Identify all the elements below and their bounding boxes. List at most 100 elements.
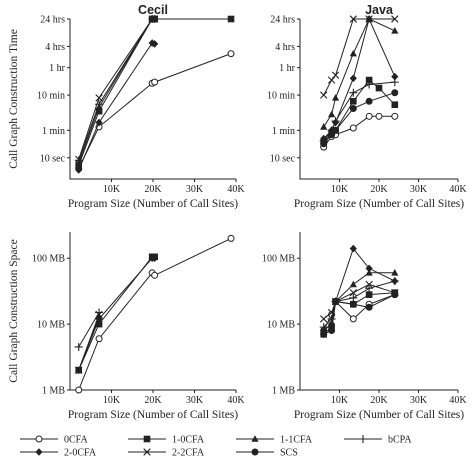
data-point: [349, 74, 357, 83]
y-tick-label: 1 MB: [42, 386, 65, 397]
series-1-0cfa: [75, 253, 158, 374]
y-tick-label: 10 sec: [40, 153, 66, 164]
data-point: [365, 291, 373, 298]
data-point: [375, 112, 383, 120]
x-tick-label: 30K: [186, 184, 204, 195]
series-1-1cfa: [75, 15, 159, 167]
x-tick-label: 30K: [410, 395, 428, 406]
series-2-2cfa: [75, 310, 103, 374]
legend-label: 0CFA: [64, 435, 88, 446]
data-point: [227, 50, 235, 58]
data-point: [151, 78, 159, 86]
data-point: [75, 155, 83, 164]
data-point: [320, 315, 328, 323]
legend-item-0cfa: 0CFA: [20, 435, 88, 446]
y-tick-label: 4 hrs: [45, 42, 65, 53]
x-axis-label: Program Size (Number of Call Sites): [68, 409, 238, 421]
legend-marker: [359, 435, 367, 443]
data-point: [320, 330, 328, 338]
y-tick-label: 1 MB: [272, 386, 295, 397]
data-point: [74, 342, 83, 351]
series-2-2cfa: [320, 280, 399, 323]
data-point: [331, 94, 340, 101]
series-2-0cfa: [75, 39, 159, 174]
chart-title: Cecil: [138, 3, 168, 17]
x-axis-label: Program Size (Number of Call Sites): [294, 409, 464, 421]
data-point: [365, 80, 374, 89]
legend-item-1-1cfa: 1-1CFA: [236, 435, 313, 446]
legend-label: bCPA: [388, 435, 412, 446]
data-point: [391, 291, 399, 299]
x-tick-label: 30K: [186, 395, 204, 406]
y-tick-label: 1 min: [42, 126, 65, 137]
data-point: [328, 131, 336, 139]
data-point: [365, 269, 373, 276]
data-point: [349, 293, 358, 302]
x-tick-label: 20K: [144, 395, 162, 406]
data-point: [391, 72, 399, 81]
data-point: [391, 101, 399, 109]
legend-label: 1-0CFA: [172, 435, 205, 446]
legend-marker: [251, 448, 259, 456]
data-point: [151, 271, 159, 279]
data-point: [375, 84, 383, 92]
axis-lines: [299, 19, 458, 180]
chart-panel-2: 10 sec 1 min 10 min 1 hr 4 hrs 24 hrs 10K 20K 30…: [267, 3, 467, 210]
chart-panel-4: 1 MB 10 MB 100 MB 10K 20K 30K 40K Program Size …: [262, 232, 467, 421]
data-point: [328, 326, 336, 334]
series-line: [323, 18, 396, 128]
data-point: [365, 112, 373, 120]
x-tick-label: 40K: [449, 395, 467, 406]
data-point: [391, 26, 399, 34]
data-point: [391, 112, 399, 120]
legend: 0CFA 1-0CFA 1-1CFA bCPA 2-0CFA 2-2CFA SCS: [20, 435, 412, 459]
data-point: [365, 264, 373, 273]
data-point: [95, 310, 103, 319]
data-point: [391, 89, 399, 97]
data-point: [349, 124, 357, 132]
data-point: [349, 315, 357, 323]
series-scs: [320, 291, 399, 338]
data-point: [349, 15, 358, 23]
data-point: [328, 126, 336, 135]
data-point: [349, 88, 358, 97]
legend-item-bcpa: bCPA: [344, 435, 412, 446]
data-point: [349, 104, 357, 112]
series-line: [323, 280, 395, 328]
x-tick-label: 20K: [144, 184, 162, 195]
y-tick-label: 10 min: [37, 91, 65, 102]
data-point: [227, 234, 235, 242]
data-point: [365, 284, 374, 293]
data-point: [332, 298, 340, 306]
legend-item-scs: SCS: [236, 448, 298, 459]
data-point: [365, 97, 373, 105]
series-line: [78, 256, 155, 371]
data-point: [331, 71, 340, 79]
data-point: [391, 15, 399, 23]
data-point: [75, 366, 83, 374]
data-point: [365, 76, 373, 84]
series-1-1cfa: [320, 15, 399, 130]
series-line: [323, 18, 395, 96]
data-point: [350, 97, 357, 105]
x-tick-label: 10K: [331, 184, 349, 195]
legend-marker: [35, 435, 43, 443]
y-axis-label: Call Graph Construction Time: [8, 29, 20, 169]
legend-marker: [143, 435, 151, 443]
data-point: [328, 110, 336, 118]
legend-marker: [251, 435, 259, 442]
legend-label: 2-2CFA: [172, 448, 205, 459]
data-point: [75, 166, 83, 174]
data-point: [349, 49, 357, 57]
data-point: [95, 94, 103, 102]
legend-item-1-0cfa: 1-0CFA: [128, 435, 205, 446]
data-point: [349, 280, 357, 288]
legend-item-2-0cfa: 2-0CFA: [20, 448, 97, 459]
data-point: [320, 134, 328, 143]
data-point: [320, 91, 328, 99]
data-point: [95, 118, 103, 127]
data-point: [349, 244, 357, 253]
legend-label: 2-0CFA: [64, 448, 97, 459]
y-tick-label: 1 hr: [279, 63, 296, 74]
